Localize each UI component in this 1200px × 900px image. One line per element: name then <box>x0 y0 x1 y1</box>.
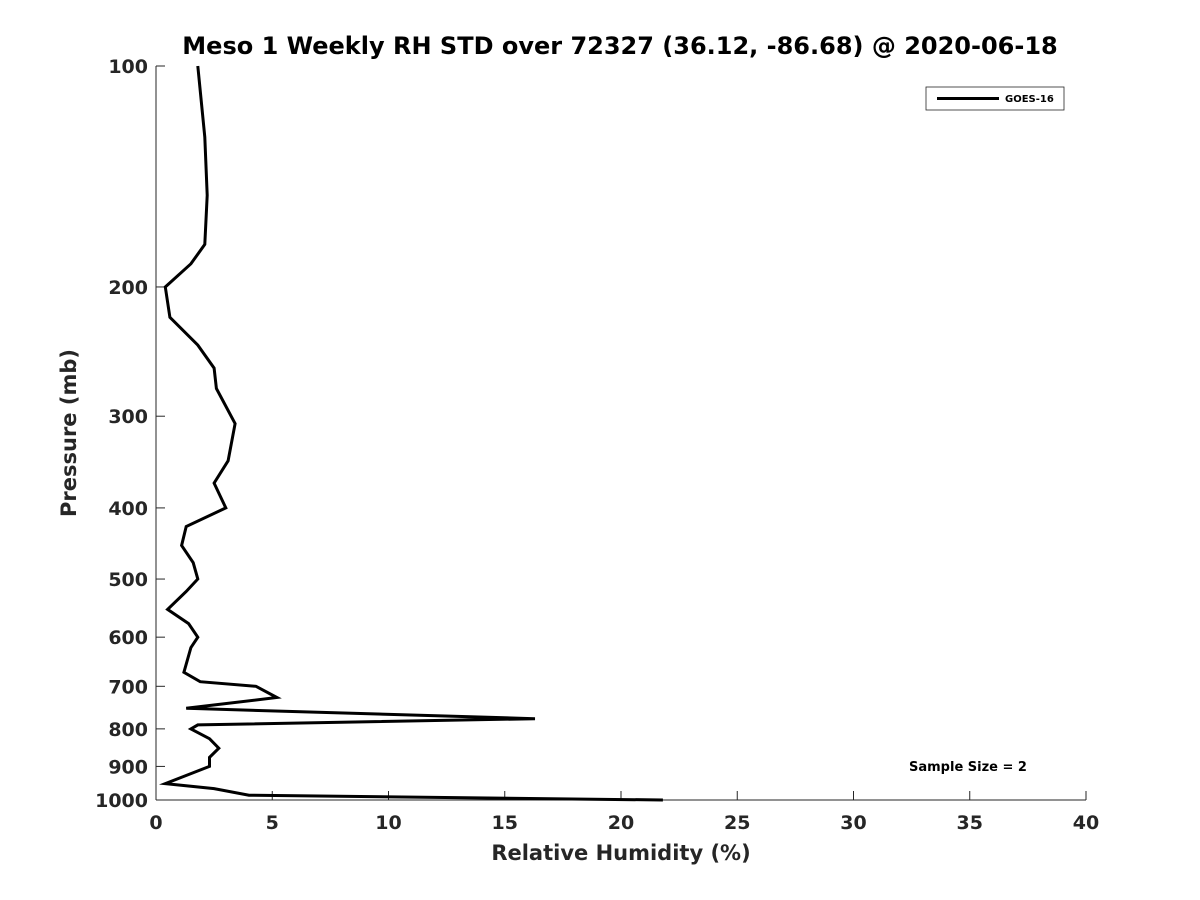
legend-label-goes16: GOES-16 <box>1005 94 1054 105</box>
x-tick-label: 20 <box>608 812 634 834</box>
legend: GOES-16 <box>925 86 1065 111</box>
x-tick-label: 15 <box>492 812 518 834</box>
x-tick-label: 5 <box>266 812 279 834</box>
y-ticks: 100 200 300 400 500 600 700 800 900 1000 <box>95 56 165 812</box>
series-group <box>158 65 663 802</box>
x-tick-label: 0 <box>149 812 162 834</box>
y-tick-label: 400 <box>108 498 148 520</box>
x-tick-label: 35 <box>957 812 983 834</box>
y-tick-label: 300 <box>108 406 148 428</box>
y-tick-label: 900 <box>108 756 148 778</box>
x-ticks: 0 5 10 15 20 25 30 35 40 <box>149 791 1099 834</box>
y-tick-label: 1000 <box>95 790 148 812</box>
x-tick-label: 30 <box>840 812 866 834</box>
x-tick-label: 25 <box>724 812 750 834</box>
sample-size-annotation: Sample Size = 2 <box>909 760 1027 775</box>
y-tick-label: 600 <box>108 627 148 649</box>
x-tick-label: 40 <box>1073 812 1099 834</box>
x-tick-label: 10 <box>375 812 401 834</box>
y-tick-label: 800 <box>108 719 148 741</box>
y-tick-label: 500 <box>108 569 148 591</box>
x-axis-label: Relative Humidity (%) <box>491 841 750 865</box>
y-tick-label: 200 <box>108 277 148 299</box>
y-tick-label: 100 <box>108 56 148 78</box>
series-line-goes16 <box>158 65 663 802</box>
y-tick-label: 700 <box>108 676 148 698</box>
y-axis-label: Pressure (mb) <box>57 349 81 517</box>
chart-title: Meso 1 Weekly RH STD over 72327 (36.12, … <box>182 32 1057 60</box>
